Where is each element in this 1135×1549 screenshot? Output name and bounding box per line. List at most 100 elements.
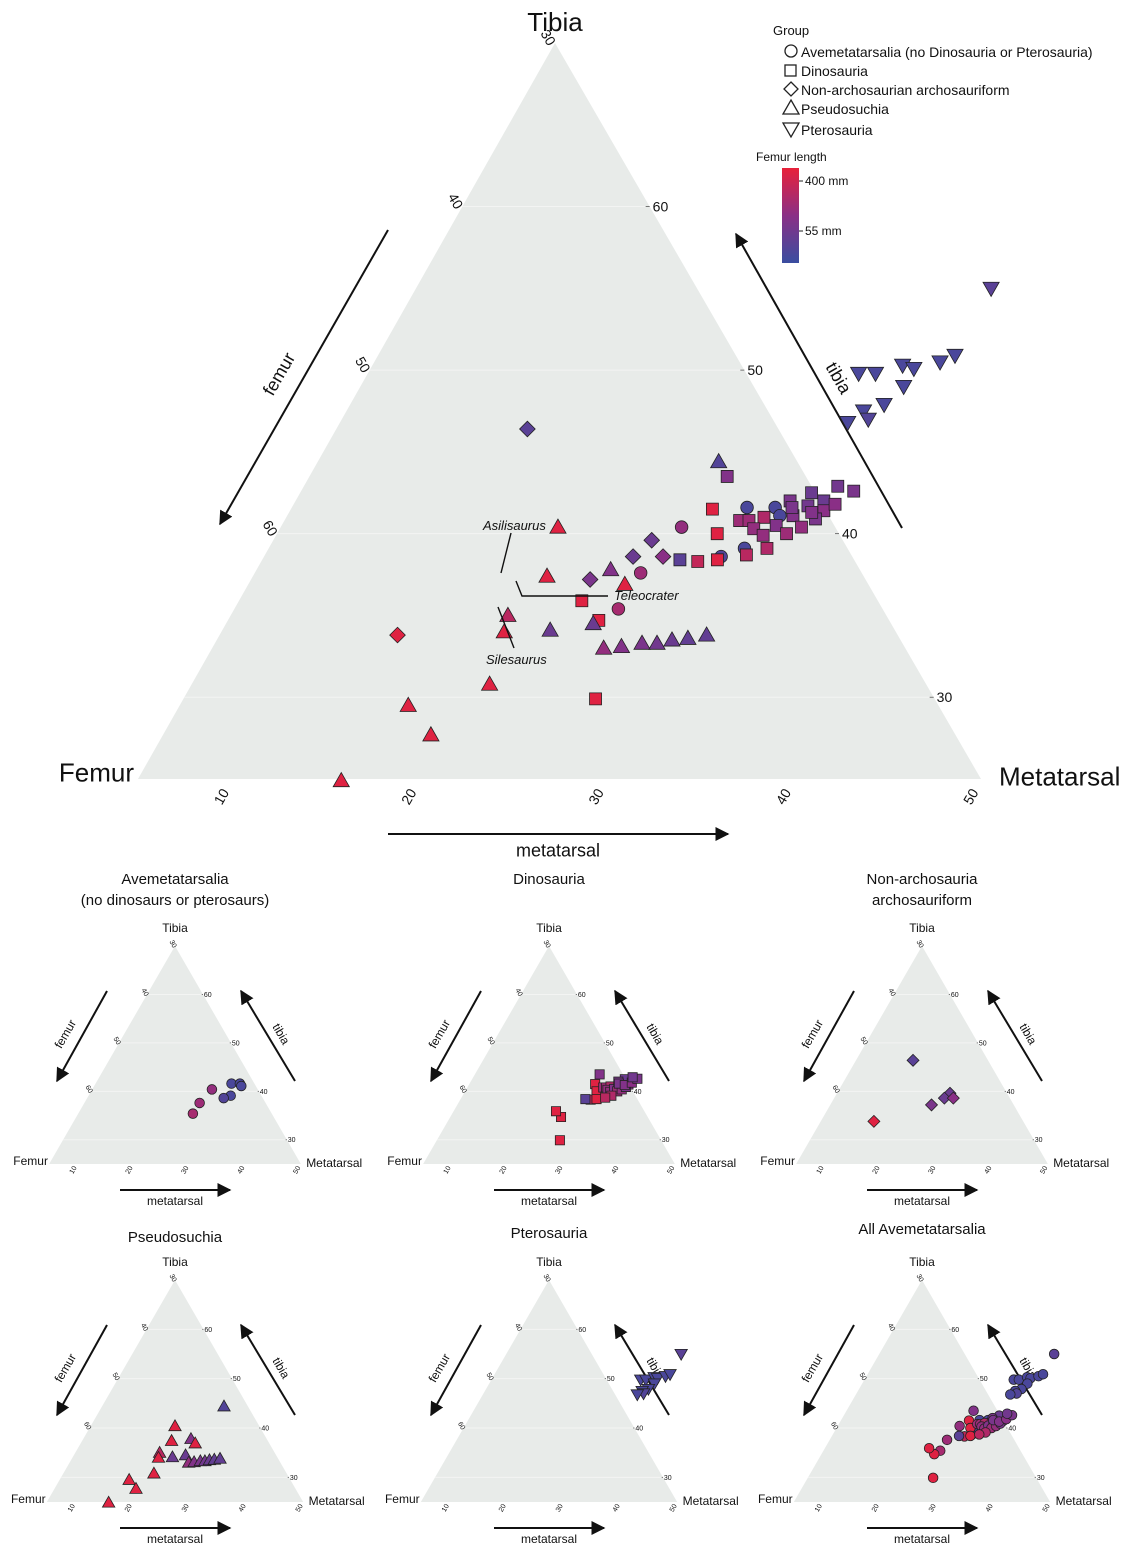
point-ptero (1048, 1348, 1060, 1360)
metatarsal-tick-label: 40 (773, 786, 795, 808)
main-ternary-plot: 10 20 30 40 50 30 40 50 60 30 40 50 60 Tibia Femur Meta… (59, 7, 1121, 861)
point-ptero (875, 397, 893, 414)
femur-tick-label: 50 (858, 1372, 868, 1382)
point-ptero (849, 366, 868, 383)
legend: Group Avemetatarsalia (no Dinosauria or … (756, 23, 1093, 263)
ternary-triangle (49, 946, 301, 1164)
point-ptero (663, 1369, 677, 1382)
diamond-marker-icon (783, 81, 799, 97)
point-dino (923, 1442, 935, 1454)
annotation-silesaurus: Silesaurus (486, 652, 547, 667)
point-dino (847, 484, 861, 498)
panel-title: (no dinosaurs or pterosaurs) (81, 892, 269, 909)
point-nonarch (924, 1098, 939, 1112)
metatarsal-tick-label: 50 (666, 1165, 676, 1175)
femur-tick-label: 50 (111, 1372, 121, 1382)
point-avemeta (633, 566, 648, 580)
panel-4: Pseudosuchia 10 20 30 40 50 30 40 50 60 30 40 50 60 Ti… (11, 1229, 365, 1546)
tibia-tick-label: 50 (980, 1376, 988, 1383)
point-dino (591, 1094, 602, 1105)
tibia-tick-label: 40 (260, 1089, 268, 1096)
point-nonarch (867, 1114, 881, 1128)
point-dino (589, 692, 602, 706)
metatarsal-tick-label: 30 (555, 1503, 565, 1513)
point-pseudo (541, 621, 559, 637)
point-pseudo (399, 696, 418, 712)
femur-axis-label: femur (52, 1017, 79, 1051)
point-dino (580, 1094, 591, 1105)
metatarsal-tick-label: 30 (181, 1165, 191, 1175)
femur-arrow (803, 1324, 855, 1417)
annotation-teleocrater: Teleocrater (614, 588, 679, 603)
point-dino (627, 1072, 638, 1083)
point-avemeta (740, 500, 754, 515)
tibia-tick-label: 50 (232, 1040, 240, 1047)
metatarsal-tick-label: 10 (67, 1503, 77, 1513)
panel-6: All Avemetatarsalia 10 20 30 40 50 30 40 50 60 30 4… (758, 1221, 1112, 1546)
point-pseudo (129, 1481, 143, 1494)
square-marker-icon (784, 64, 797, 77)
vertex-label-tibia: Tibia (536, 921, 562, 935)
tibia-arrow (614, 989, 670, 1082)
tibia-tick-label: 60 (204, 992, 212, 999)
point-pseudo (663, 631, 681, 647)
point-dino (720, 470, 734, 483)
ternary-triangle (793, 1280, 1051, 1502)
metatarsal-tick-label: 30 (928, 1503, 938, 1513)
vertex-label-femur: Femur (59, 758, 134, 788)
metatarsal-tick-label: 20 (499, 1165, 509, 1175)
tibia-arrow (987, 989, 1043, 1082)
point-avemeta (954, 1420, 965, 1432)
point-nonarch (906, 1053, 920, 1067)
point-dino (828, 497, 842, 511)
metatarsal-axis-label: metatarsal (147, 1532, 203, 1546)
point-nonarch (389, 626, 406, 644)
point-avemeta (218, 1092, 229, 1104)
point-dino (831, 479, 845, 493)
point-ptero (931, 355, 949, 371)
tibia-tick-label: 30 (662, 1137, 670, 1144)
point-ptero (838, 415, 857, 432)
small-panels: Avemetatarsalia (no dinosaurs or pterosau… (11, 871, 1112, 1546)
metatarsal-tick-label: 40 (611, 1165, 621, 1175)
metatarsal-tick-label: 10 (211, 786, 233, 808)
tibia-arrow (240, 1323, 296, 1416)
color-scale-min: 55 mm (805, 224, 842, 238)
point-avemeta (611, 602, 626, 616)
femur-tick-label: 50 (112, 1036, 122, 1046)
tibia-tick-label: 50 (233, 1376, 241, 1383)
ternary-triangle (420, 1280, 678, 1502)
point-pseudo (612, 637, 631, 653)
femur-tick-label: 30 (541, 939, 551, 949)
ternary-triangle (796, 946, 1048, 1164)
ternary-triangle (423, 946, 675, 1164)
femur-tick-label: 30 (914, 1273, 924, 1283)
point-dino (968, 1405, 979, 1416)
femur-axis-label: femur (52, 1351, 79, 1385)
data-points (101, 1399, 231, 1508)
tibia-tick-label: 50 (606, 1040, 614, 1047)
point-ptero (905, 362, 923, 378)
tibia-tick-label: 60 (578, 992, 586, 999)
metatarsal-axis-label: metatarsal (521, 1532, 577, 1546)
metatarsal-tick-label: 50 (1039, 1165, 1049, 1175)
femur-arrow (56, 990, 108, 1083)
panel-title: archosauriform (872, 892, 972, 909)
point-pseudo (122, 1472, 137, 1485)
ternary-triangle (46, 1280, 304, 1502)
metatarsal-tick-label: 40 (612, 1503, 622, 1513)
femur-tick-label: 60 (84, 1084, 94, 1094)
ternary-triangle (138, 43, 981, 779)
tibia-tick-label: 60 (653, 198, 669, 214)
femur-tick-label: 30 (914, 939, 924, 949)
panel-title: All Avemetatarsalia (858, 1221, 986, 1238)
point-dino (805, 486, 818, 500)
legend-color-title: Femur length (756, 150, 827, 164)
femur-tick-label: 60 (260, 517, 282, 539)
metatarsal-tick-label: 30 (585, 786, 607, 808)
metatarsal-tick-label: 10 (814, 1503, 824, 1513)
point-pseudo (213, 1451, 227, 1464)
femur-arrow (219, 229, 389, 526)
vertex-label-metatarsal: Metatarsal (1056, 1494, 1112, 1508)
point-pseudo (422, 725, 440, 742)
